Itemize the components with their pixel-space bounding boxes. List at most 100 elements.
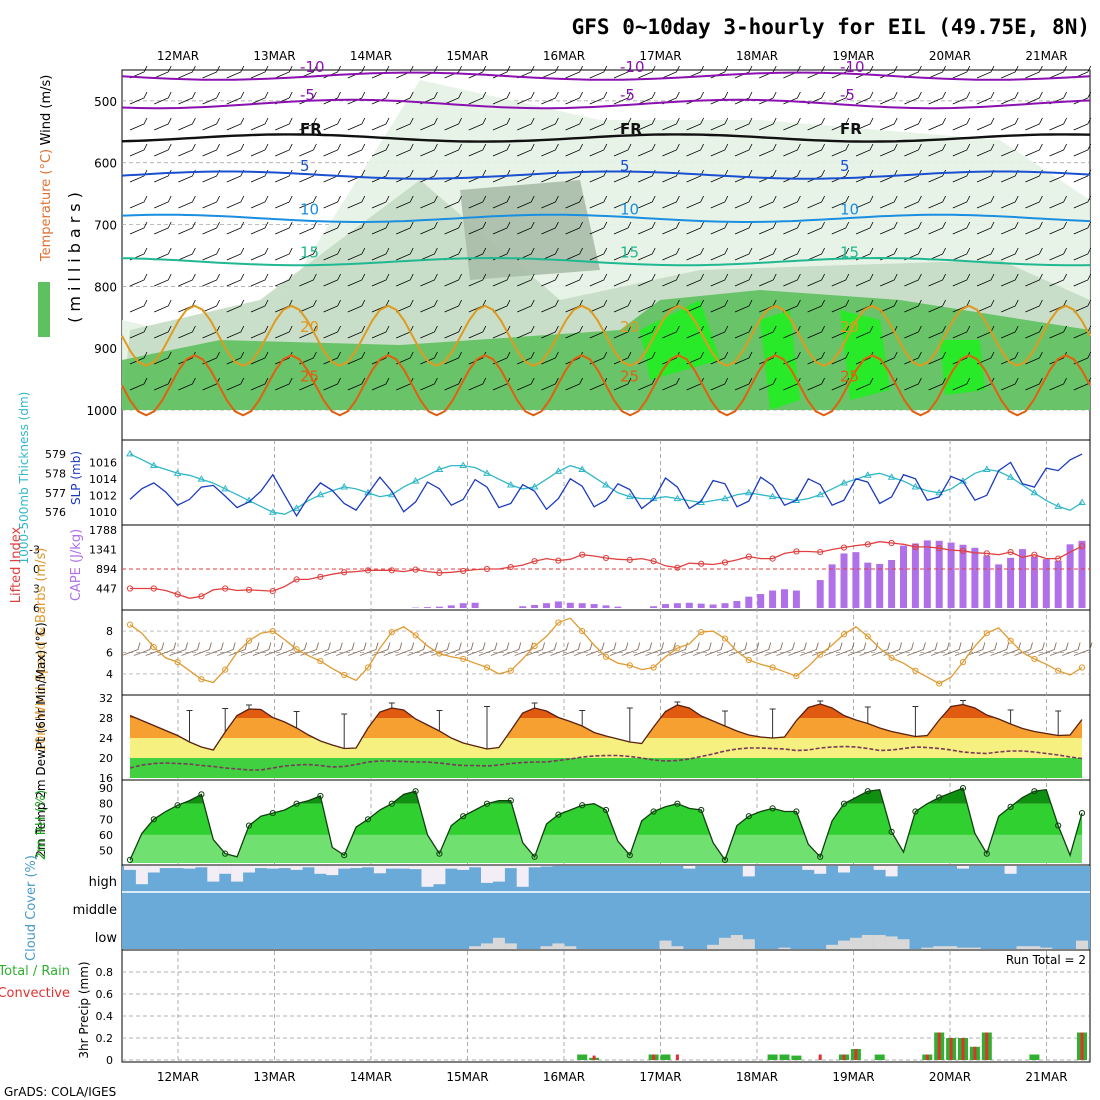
top-date-label: 14MAR — [350, 49, 392, 63]
wind-barb — [928, 143, 946, 157]
lifted-index-line-marker — [579, 551, 586, 558]
wind-barb — [178, 65, 196, 79]
wind-barb — [1025, 91, 1043, 105]
high-layer-label: high — [89, 875, 117, 890]
thickness-line-marker — [863, 471, 872, 478]
wind-barb — [517, 169, 535, 183]
wind-barb — [250, 195, 269, 209]
surface-wind-barb — [1073, 642, 1093, 656]
wind-barb — [783, 169, 801, 183]
temp-tick-label: 24 — [99, 732, 113, 745]
bottom-date-label: 19MAR — [832, 1070, 874, 1084]
rh-line-marker — [936, 794, 943, 801]
wind-barb — [1025, 377, 1043, 391]
wind-barb — [807, 377, 825, 391]
rh-line-marker — [579, 802, 586, 809]
wind-barb — [178, 221, 196, 235]
surface-wind-barb — [645, 642, 665, 656]
wind-barb — [831, 195, 850, 209]
wind-barb — [565, 351, 583, 365]
cape-bar — [424, 607, 431, 608]
rh-line-marker — [364, 816, 372, 823]
wind-barb — [444, 65, 462, 79]
wind-barb — [686, 247, 704, 261]
surface-wind-barb — [835, 642, 855, 656]
wind-barb — [613, 325, 632, 339]
thickness-line-marker — [887, 473, 896, 480]
surface-wind-barb — [181, 642, 200, 656]
wind-barb — [444, 169, 462, 183]
low-cloud-bar — [1040, 947, 1053, 949]
cape-bar — [1066, 544, 1074, 608]
high-cloud-gap — [1004, 866, 1017, 874]
low-cloud-bar — [742, 939, 755, 949]
wind-barb — [250, 221, 269, 235]
wind-barb — [468, 195, 487, 209]
thickness-line-marker — [816, 490, 825, 498]
lifted-index-line-marker — [150, 585, 157, 592]
wind-barb — [831, 325, 850, 339]
thickness-line-marker — [292, 504, 301, 511]
wind-barb — [1001, 299, 1019, 313]
wind-barb — [299, 351, 317, 365]
wind-barb — [1049, 117, 1067, 131]
precip-total-label: Total / Rain — [0, 964, 70, 979]
wind-barb — [226, 273, 245, 287]
wind-speed-line-marker — [817, 651, 824, 658]
contour-label: 20 — [840, 318, 859, 336]
wind-barb — [492, 351, 511, 365]
wind-barb — [904, 299, 922, 313]
wind-tick-label: 6 — [106, 647, 113, 660]
wind-barb — [928, 377, 946, 391]
wind-barb — [1001, 273, 1019, 287]
surface-wind-barb — [526, 642, 546, 656]
wind-speed-line-marker — [245, 637, 253, 644]
low-cloud-bar — [564, 946, 577, 949]
temp-band — [130, 738, 1082, 758]
wind-barb — [589, 221, 608, 235]
lifted-index-line-marker — [674, 564, 681, 571]
surface-wind-barb — [407, 642, 427, 656]
wind-barb — [541, 117, 559, 131]
high-cloud-gap — [302, 866, 315, 868]
wind-barb — [371, 91, 390, 105]
high-cloud-gap — [314, 866, 327, 874]
wind-barb — [976, 117, 995, 131]
surface-wind-barb — [205, 642, 224, 656]
lifted-index-line-marker — [864, 541, 871, 548]
wind-barb — [589, 195, 608, 209]
wind-barb — [710, 273, 729, 287]
rh-line-marker — [555, 811, 562, 818]
lifted-index-line-marker — [888, 539, 895, 547]
cape-bar — [781, 589, 788, 608]
top-date-label: 17MAR — [639, 49, 681, 63]
wind-barb — [202, 195, 220, 209]
wind-barb — [904, 351, 922, 365]
thickness-line-marker — [602, 481, 610, 488]
cape-tick-label: 447 — [96, 583, 117, 596]
precip-convective-bar — [675, 1054, 679, 1060]
precip-convective-bar — [961, 1038, 965, 1060]
temperature-contour — [121, 304, 1091, 367]
surface-wind-barb — [300, 642, 319, 656]
top-date-label: 20MAR — [929, 49, 971, 63]
wind-barb — [1049, 377, 1067, 391]
wind-speed-line-marker — [531, 642, 538, 650]
cape-bar — [531, 604, 539, 608]
rh-tick-label: 80 — [99, 798, 113, 811]
wind-speed-line-marker — [959, 659, 967, 666]
lifted-index-line-marker — [198, 593, 205, 600]
wind-barb — [492, 117, 511, 131]
temperature-contour — [121, 256, 1091, 267]
lifted-index-line-marker — [555, 557, 562, 564]
wind-barb — [565, 247, 583, 261]
wind-barb — [589, 351, 608, 365]
wind-barb — [638, 377, 656, 391]
wind-barb — [855, 143, 874, 157]
high-cloud-gap — [873, 866, 886, 870]
wind-barb — [444, 117, 462, 131]
wind-barb — [250, 91, 269, 105]
contour-label: -10 — [840, 58, 865, 76]
contour-label: 15 — [620, 244, 639, 262]
surface-wind-barb — [657, 642, 676, 656]
